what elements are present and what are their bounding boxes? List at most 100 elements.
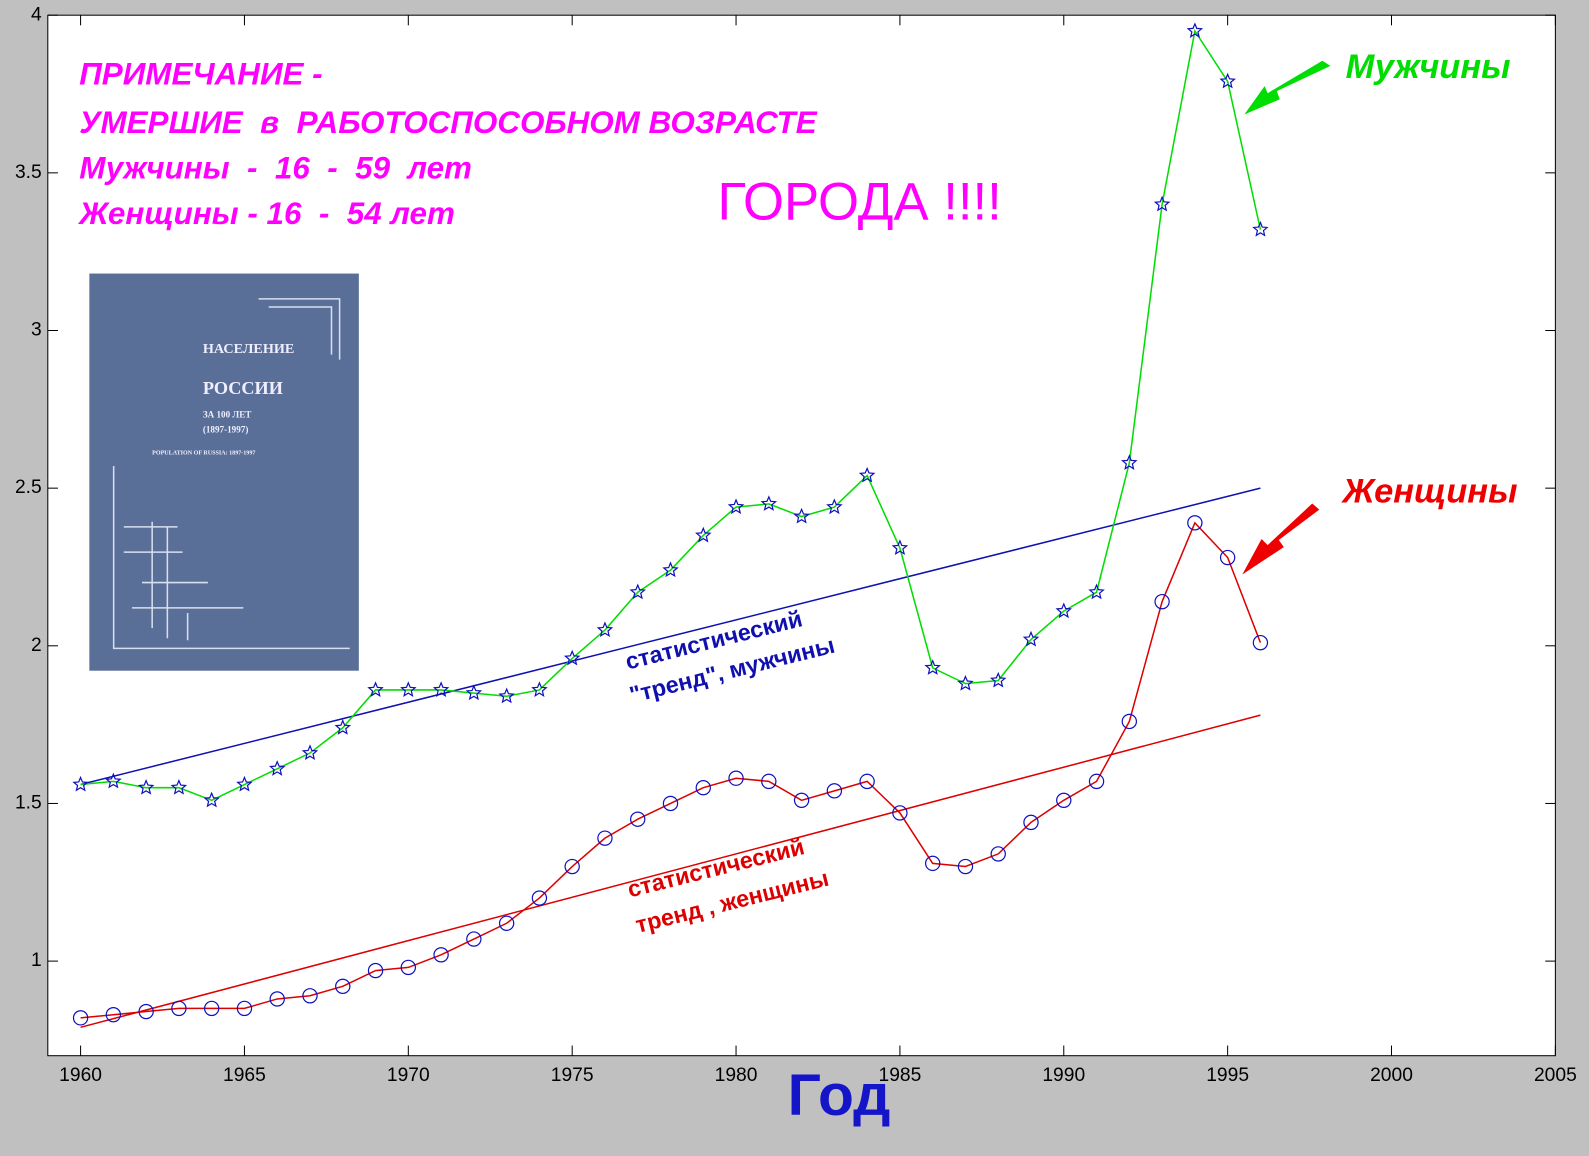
series-line [80, 521, 1262, 1019]
star-marker [891, 539, 909, 556]
star-marker [1121, 454, 1138, 470]
y-tick-label: 3 [31, 320, 42, 341]
star-marker [695, 526, 712, 543]
star-marker [826, 498, 843, 515]
x-tick-label: 1990 [1042, 1065, 1085, 1086]
y-tick-label: 3.5 [15, 162, 42, 183]
star-marker [629, 583, 646, 600]
star-marker [1022, 630, 1040, 647]
trend-line [80, 487, 1261, 786]
annotation: Женщины [1341, 472, 1518, 510]
star-marker [432, 681, 450, 698]
star-marker [137, 779, 155, 795]
x-tick-label: 2000 [1370, 1065, 1413, 1086]
circle-marker [1219, 549, 1236, 566]
circle-marker [531, 890, 548, 906]
circle-marker [892, 805, 908, 821]
trend-line [80, 714, 1261, 1029]
star-marker [760, 495, 778, 511]
x-tick-label: 1970 [387, 1065, 430, 1086]
annotation: ГОРОДА !!!! [718, 173, 1002, 232]
book-text: (1897-1997) [203, 425, 249, 435]
x-tick-label: 1995 [1206, 1065, 1249, 1086]
arrows [1242, 60, 1331, 575]
star-marker [465, 684, 483, 701]
annotation: Женщины - 16 - 54 лет [77, 196, 455, 231]
circle-marker [335, 978, 351, 995]
book-text: POPULATION OF RUSSIA: 1897-1997 [152, 450, 255, 456]
annotation: Мужчины [1346, 48, 1511, 86]
book-text: РОССИИ [203, 378, 283, 398]
star-marker [1186, 22, 1204, 38]
circle-marker [1056, 792, 1072, 809]
star-marker [989, 671, 1007, 688]
circle-marker [1154, 593, 1170, 610]
circle-marker [924, 855, 941, 872]
star-marker [596, 621, 614, 638]
circle-marker [236, 1000, 253, 1017]
circle-marker [695, 779, 711, 796]
circle-marker [793, 792, 810, 809]
star-marker [727, 498, 745, 515]
annotation: Мужчины - 16 - 59 лет [79, 151, 472, 186]
star-marker [1219, 72, 1236, 89]
star-marker [105, 772, 122, 789]
circle-marker [826, 783, 843, 799]
star-marker [498, 687, 515, 704]
star-marker [957, 675, 974, 691]
circle-marker [138, 1003, 154, 1020]
star-marker [400, 681, 417, 698]
x-axis-label: Год [788, 1063, 891, 1128]
y-tick-label: 1 [31, 950, 42, 971]
star-marker [924, 659, 941, 675]
star-marker [563, 649, 581, 666]
circle-marker [630, 811, 646, 827]
y-tick-label: 1.5 [15, 793, 42, 814]
inset-book [89, 273, 359, 671]
star-marker [301, 744, 319, 761]
circle-marker [72, 1010, 89, 1026]
star-marker [1252, 220, 1269, 237]
book-lines [112, 298, 350, 650]
circle-marker [1187, 515, 1203, 531]
circle-marker [1088, 773, 1105, 790]
star-marker [334, 719, 352, 735]
circle-marker [859, 773, 875, 790]
x-tick-label: 1960 [59, 1065, 102, 1086]
circle-marker [203, 1000, 220, 1017]
circle-marker [171, 1000, 187, 1017]
circle-marker [302, 988, 318, 1004]
arrow-women [1242, 503, 1320, 575]
circle-marker [400, 959, 417, 976]
star-marker [662, 561, 679, 578]
star-marker [1088, 583, 1105, 600]
star-marker [170, 779, 188, 795]
circle-marker [990, 846, 1006, 862]
circle-marker [662, 795, 679, 812]
book-text: НАСЕЛЕНИЕ [203, 341, 295, 357]
x-tick-label: 1980 [715, 1065, 758, 1086]
y-tick-label: 2.5 [15, 477, 42, 498]
x-tick-label: 1975 [551, 1065, 594, 1086]
circle-marker [957, 858, 974, 875]
x-tick-label: 1985 [879, 1065, 922, 1086]
circle-marker [269, 991, 285, 1007]
star-marker [858, 466, 876, 483]
star-marker [236, 775, 253, 792]
y-tick-label: 2 [31, 635, 42, 656]
star-marker [793, 507, 810, 524]
star-marker [1153, 195, 1171, 212]
star-marker [72, 775, 89, 792]
arrow-men [1244, 60, 1331, 115]
book-cover [89, 273, 359, 671]
star-marker [531, 681, 548, 698]
star-marker [203, 791, 220, 808]
star-marker [269, 760, 286, 776]
series-line [80, 28, 1262, 802]
annotation: ПРИМЕЧАНИЕ - [79, 56, 322, 91]
y-tick-label: 4 [31, 4, 42, 25]
book-text: ЗА 100 ЛЕТ [203, 409, 252, 419]
circle-marker [728, 770, 744, 786]
